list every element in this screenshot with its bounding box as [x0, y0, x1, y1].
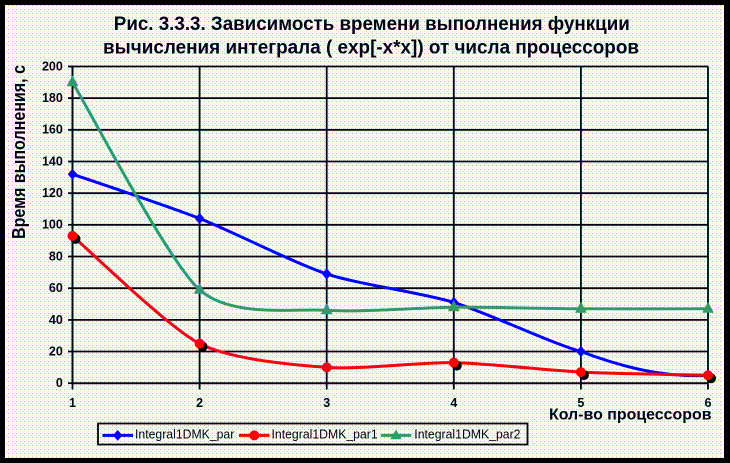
- svg-text:80: 80: [49, 249, 63, 263]
- svg-text:Integral1DMK_par2: Integral1DMK_par2: [414, 426, 520, 441]
- svg-text:Рис. 3.3.3. Зависимость времен: Рис. 3.3.3. Зависимость времени выполнен…: [114, 14, 630, 35]
- svg-text:Время выполнения, с: Время выполнения, с: [9, 65, 29, 239]
- svg-text:4: 4: [450, 396, 457, 410]
- svg-text:0: 0: [56, 376, 63, 390]
- svg-text:Integral1DMK_par: Integral1DMK_par: [135, 426, 235, 441]
- svg-text:6: 6: [705, 396, 712, 410]
- svg-text:1: 1: [69, 396, 76, 410]
- svg-text:2: 2: [196, 396, 203, 410]
- svg-text:100: 100: [42, 218, 63, 232]
- svg-text:200: 200: [42, 59, 63, 73]
- svg-text:140: 140: [42, 154, 63, 168]
- svg-text:40: 40: [49, 313, 63, 327]
- svg-text:120: 120: [42, 186, 63, 200]
- svg-text:3: 3: [323, 396, 330, 410]
- svg-text:Integral1DMK_par1: Integral1DMK_par1: [272, 426, 378, 441]
- svg-text:180: 180: [42, 91, 63, 105]
- svg-text:160: 160: [42, 123, 63, 137]
- svg-text:5: 5: [577, 396, 584, 410]
- svg-text:вычисления интеграла ( exp[-x*: вычисления интеграла ( exp[-x*x]) от чис…: [103, 38, 639, 59]
- svg-text:60: 60: [49, 281, 63, 295]
- svg-text:20: 20: [49, 344, 63, 358]
- svg-text:Кол-во процессоров: Кол-во процессоров: [549, 407, 712, 424]
